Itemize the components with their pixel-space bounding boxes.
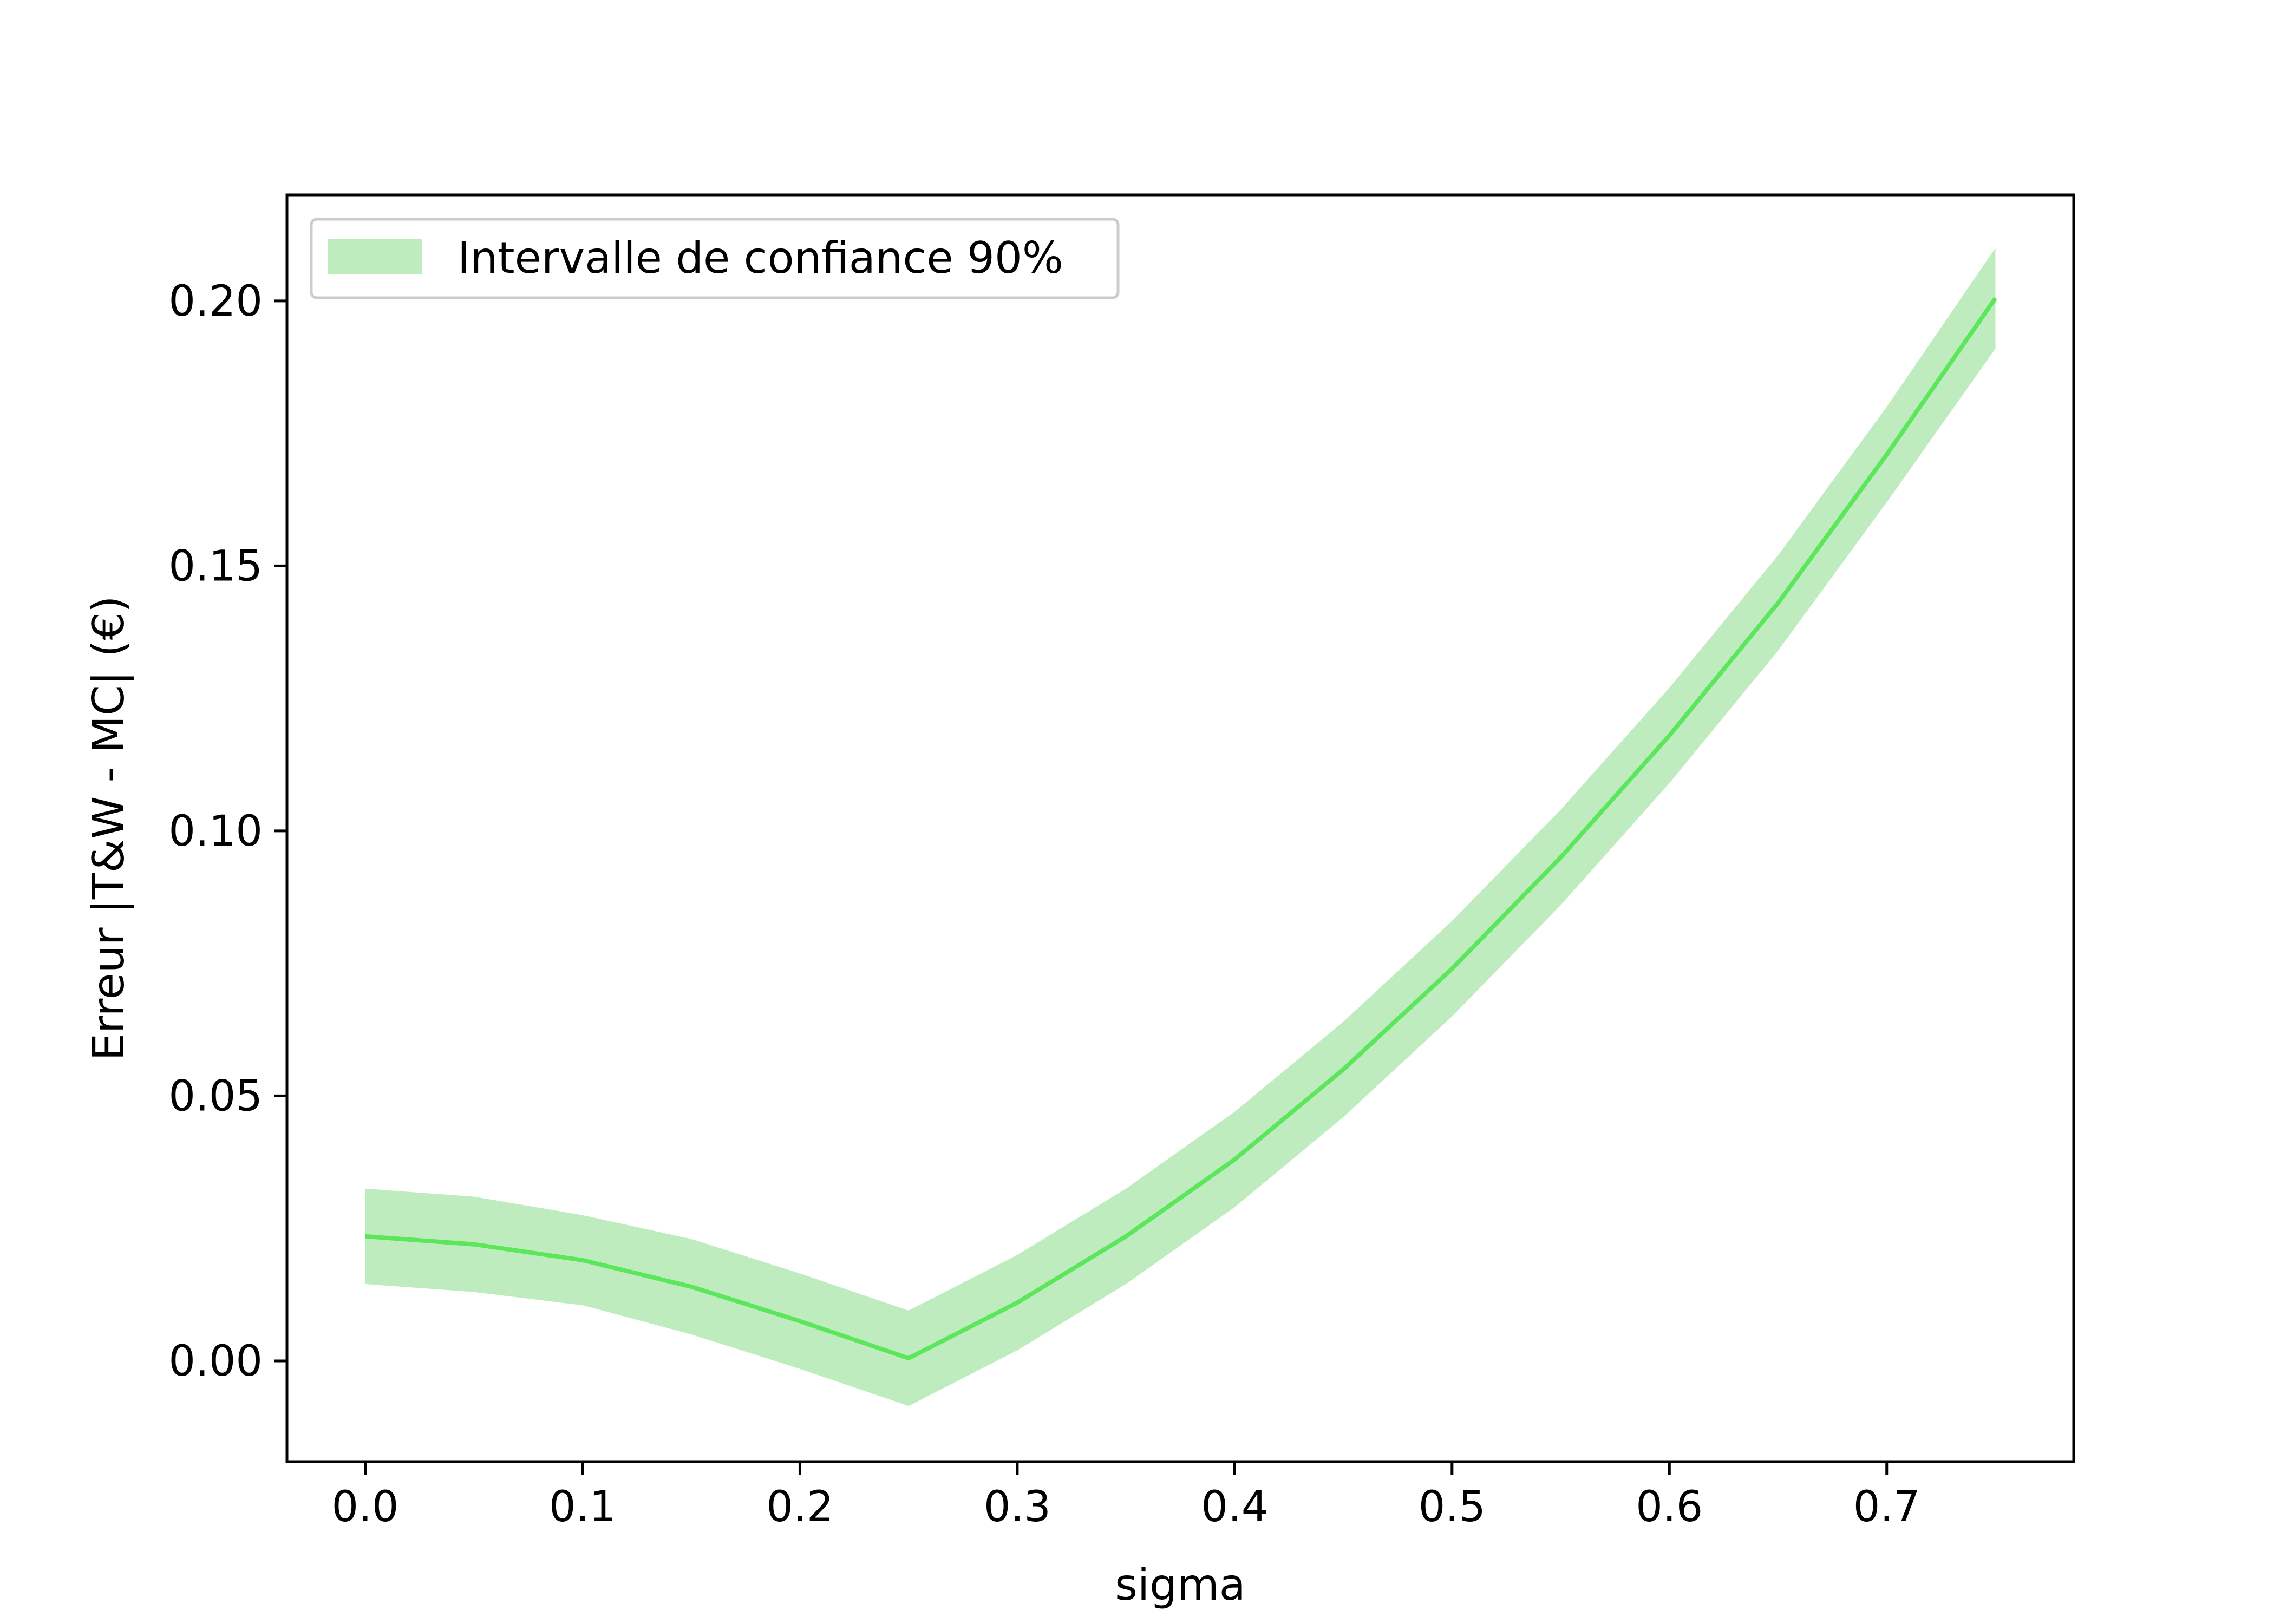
x-tick-label: 0.2	[766, 1483, 833, 1531]
y-axis-title: Erreur |T&W - MC| (€)	[83, 595, 134, 1060]
confidence-band-area	[365, 247, 1996, 1406]
x-tick-label: 0.4	[1201, 1483, 1268, 1531]
x-axis-ticks: 0.0 0.1 0.2 0.3 0.4 0.5 0.6 0.7	[332, 1462, 1920, 1531]
series-line-0	[365, 297, 1997, 1361]
x-tick-label: 0.5	[1419, 1483, 1486, 1531]
confidence-band-layer	[365, 247, 1996, 1406]
x-tick-label: 0.7	[1853, 1483, 1920, 1531]
y-tick-label: 0.15	[168, 542, 263, 591]
legend-box	[310, 218, 1120, 299]
x-tick-label: 0.0	[332, 1483, 399, 1531]
plot-frame	[285, 193, 2075, 1463]
y-tick-label: 0.10	[168, 807, 263, 856]
y-axis-ticks: 0.00 0.05 0.10 0.15 0.20	[168, 277, 287, 1386]
x-tick-label: 0.1	[549, 1483, 616, 1531]
line-layer	[365, 297, 1997, 1361]
legend: Intervalle de confiance 90%	[310, 218, 1120, 299]
legend-label: Intervalle de confiance 90%	[458, 233, 1063, 283]
x-tick-label: 0.6	[1636, 1483, 1703, 1531]
y-tick-label: 0.00	[168, 1337, 263, 1386]
legend-swatch	[328, 239, 422, 274]
y-tick-label: 0.05	[168, 1072, 263, 1121]
x-axis-title: sigma	[1115, 1560, 1246, 1610]
x-tick-label: 0.3	[984, 1483, 1051, 1531]
y-tick-label: 0.20	[168, 277, 263, 326]
